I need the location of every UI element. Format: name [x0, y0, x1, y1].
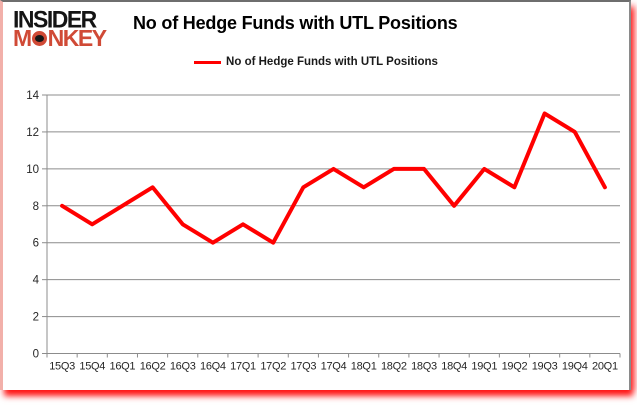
svg-text:17Q2: 17Q2 [260, 361, 286, 373]
svg-text:2: 2 [33, 312, 39, 324]
svg-text:8: 8 [33, 201, 39, 213]
logo-insider-text: INSIDER [13, 5, 97, 33]
svg-text:18Q4: 18Q4 [441, 361, 467, 373]
svg-text:16Q2: 16Q2 [140, 361, 166, 373]
svg-text:18Q1: 18Q1 [351, 361, 377, 373]
svg-text:17Q4: 17Q4 [321, 361, 347, 373]
svg-text:16Q4: 16Q4 [200, 361, 226, 373]
svg-text:14: 14 [26, 90, 39, 102]
svg-text:15Q4: 15Q4 [79, 361, 105, 373]
legend: No of Hedge Funds with UTL Positions [3, 56, 629, 68]
svg-text:19Q3: 19Q3 [532, 361, 558, 373]
chart-card: INSIDER M NKEY No of Hedge Funds with UTL… [0, 0, 631, 390]
legend-label: No of Hedge Funds with UTL Positions [226, 56, 438, 68]
svg-text:17Q3: 17Q3 [290, 361, 316, 373]
logo-monkey-nkey: NKEY [47, 25, 107, 51]
svg-text:17Q1: 17Q1 [230, 361, 256, 373]
svg-text:16Q1: 16Q1 [110, 361, 136, 373]
svg-text:0: 0 [33, 349, 39, 361]
svg-text:15Q3: 15Q3 [49, 361, 75, 373]
svg-text:20Q1: 20Q1 [592, 361, 618, 373]
svg-text:19Q1: 19Q1 [471, 361, 497, 373]
svg-text:6: 6 [33, 238, 39, 250]
svg-text:19Q2: 19Q2 [502, 361, 528, 373]
logo-monkey-text: M NKEY [13, 27, 107, 50]
legend-line-swatch [194, 60, 222, 64]
svg-text:18Q3: 18Q3 [411, 361, 437, 373]
svg-text:12: 12 [26, 127, 39, 139]
line-chart: 0 2 4 6 8 10 12 14 15Q3 15Q4 16Q1 16Q2 16Q3 16Q4 17Q1 1… [26, 90, 621, 373]
logo-monkey-m: M [13, 25, 32, 51]
chart-title: No of Hedge Funds with UTL Positions [133, 13, 458, 33]
svg-text:4: 4 [33, 275, 40, 287]
svg-text:10: 10 [26, 164, 39, 176]
monkey-face-icon [31, 31, 47, 46]
svg-text:18Q2: 18Q2 [381, 361, 407, 373]
insider-monkey-logo: INSIDER M NKEY [13, 5, 107, 50]
svg-text:19Q4: 19Q4 [562, 361, 588, 373]
svg-text:16Q3: 16Q3 [170, 361, 196, 373]
